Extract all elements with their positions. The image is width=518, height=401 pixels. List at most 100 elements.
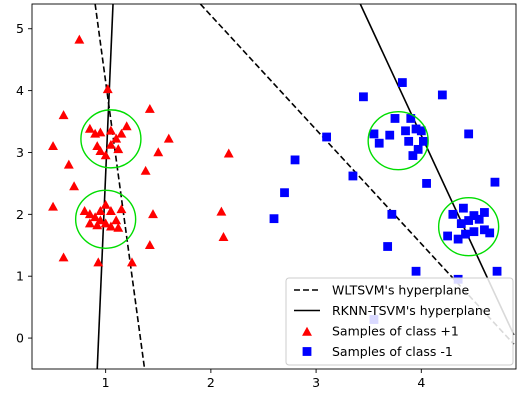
class-pos-point	[218, 232, 229, 241]
class-neg-point	[469, 227, 479, 237]
class-pos-point	[95, 127, 106, 137]
highlight-circle	[80, 109, 142, 169]
data-layer	[48, 4, 515, 369]
class-neg-point	[401, 126, 410, 136]
class-pos-point	[84, 218, 95, 228]
legend-square-swatch	[302, 347, 312, 356]
class-pos-point	[105, 139, 116, 149]
class-neg-point	[492, 266, 502, 276]
wltsvm-hyperplane-2	[199, 4, 515, 345]
class-neg-point	[348, 171, 358, 181]
class-pos-point	[84, 123, 95, 133]
class-neg-point	[437, 90, 447, 100]
class-pos-point	[223, 148, 234, 158]
class-pos-point	[95, 206, 106, 215]
class-pos-point	[216, 206, 227, 216]
class-neg-point	[406, 114, 416, 123]
class-neg-point	[469, 211, 479, 220]
x-tick-label: 3	[312, 375, 320, 390]
class-neg-point	[397, 78, 407, 87]
class-pos-point	[100, 150, 111, 160]
class-pos-point	[48, 141, 58, 151]
class-pos-point	[144, 103, 155, 113]
class-pos-point	[105, 206, 116, 215]
class-neg-point	[474, 214, 484, 224]
class-neg-point	[383, 242, 393, 251]
class-neg-point	[387, 209, 397, 219]
class-neg-point	[408, 151, 418, 160]
y-tick-label: 3	[16, 145, 24, 160]
class-neg-point	[385, 130, 395, 140]
y-tick-label: 4	[16, 83, 24, 98]
x-tick-label: 1	[102, 375, 110, 390]
y-tick-label: 0	[16, 331, 24, 346]
axis-layer: 1 2 3 4 0 1 2 3 4 5	[16, 21, 425, 390]
legend-label: Samples of class +1	[332, 324, 459, 339]
legend-triangle-swatch	[302, 326, 312, 336]
x-tick-label: 4	[417, 375, 425, 390]
y-tick-label: 2	[16, 207, 24, 222]
class-pos-point	[148, 209, 158, 219]
class-pos-point	[113, 144, 124, 154]
class-pos-point	[69, 181, 80, 191]
class-pos-point	[84, 209, 95, 219]
class-neg-point	[419, 136, 428, 146]
highlight-circle	[437, 197, 500, 257]
class-pos-point	[100, 199, 111, 209]
y-tick-label: 1	[16, 269, 24, 284]
class-pos-point	[79, 206, 90, 215]
class-neg-point	[448, 209, 458, 219]
class-neg-point	[443, 231, 453, 241]
class-pos-point	[111, 133, 122, 143]
class-pos-point	[105, 125, 116, 135]
class-neg-point	[290, 155, 300, 165]
class-neg-point	[456, 219, 466, 229]
class-neg-point	[480, 208, 489, 217]
class-neg-point	[464, 129, 474, 139]
class-pos-point	[153, 147, 164, 157]
class-pos-point	[127, 257, 137, 267]
class-neg-point	[374, 138, 384, 148]
class-pos-point	[113, 222, 124, 232]
class-pos-point	[100, 218, 111, 228]
class-neg-point	[411, 124, 421, 134]
class-neg-point	[453, 234, 463, 244]
class-neg-point	[458, 203, 468, 213]
class-pos-point	[92, 220, 103, 230]
class-neg-point	[413, 144, 423, 154]
legend-box	[285, 277, 514, 366]
class-pos-point	[105, 221, 116, 231]
class-neg-point	[490, 177, 500, 187]
class-pos-point	[58, 110, 69, 120]
class-neg-point	[461, 229, 470, 239]
class-pos-point	[90, 212, 101, 222]
class-neg-point	[369, 129, 379, 139]
class-pos-point	[95, 215, 106, 225]
class-pos-point	[111, 215, 122, 225]
class-neg-point	[480, 225, 489, 235]
class-neg-point	[422, 179, 431, 188]
class-pos-point	[121, 121, 132, 131]
class-neg-point	[485, 228, 495, 238]
plot-frame	[31, 3, 517, 370]
wltsvm-hyperplane-1	[94, 4, 146, 369]
class-pos-point	[63, 159, 74, 169]
x-tick-label: 2	[207, 375, 215, 390]
class-pos-point	[48, 201, 58, 211]
class-pos-point	[74, 34, 85, 44]
class-neg-point	[269, 214, 279, 224]
class-neg-point	[464, 216, 474, 225]
class-pos-point	[102, 84, 113, 94]
class-pos-point	[140, 165, 151, 175]
rknn-tsvm-hyperplane-1	[96, 4, 114, 369]
class-neg-point	[404, 136, 414, 146]
class-pos-point	[163, 133, 174, 143]
legend-label: WLTSVM's hyperplane	[332, 283, 470, 298]
class-neg-point	[411, 266, 421, 276]
legend: WLTSVM's hyperplane RKNN-TSVM's hyperplan…	[285, 277, 514, 366]
highlight-circle	[367, 111, 429, 171]
legend-label: RKNN-TSVM's hyperplane	[332, 303, 491, 318]
class-neg-point	[280, 188, 289, 198]
